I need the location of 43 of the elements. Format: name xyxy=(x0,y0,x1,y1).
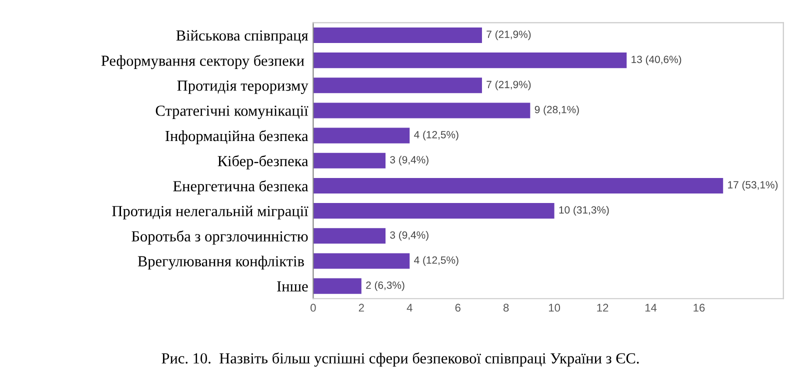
data-label: 13 (40,6%) xyxy=(632,55,682,66)
x-tick-label: 4 xyxy=(406,304,412,312)
bar xyxy=(313,27,482,43)
bar xyxy=(313,228,386,244)
bar xyxy=(313,52,627,68)
bar xyxy=(313,203,554,219)
x-tick-label: 0 xyxy=(310,304,316,312)
y-tick-label: Інформаційна безпека xyxy=(165,130,308,144)
y-tick-label: Протидія тероризму xyxy=(177,80,308,94)
bar xyxy=(313,253,410,269)
data-label: 9 (28,1%) xyxy=(534,106,579,116)
x-tick-label: 8 xyxy=(503,304,509,312)
x-tick-label: 6 xyxy=(455,304,460,312)
y-tick-label: Енергетична безпека xyxy=(173,180,308,194)
y-tick-label: Врегулювання конфліктів xyxy=(138,256,304,270)
y-tick-label: Протидія нелегальній міграції xyxy=(112,206,308,220)
data-label: 10 (31,3%) xyxy=(559,206,609,216)
data-label: 7 (21,9%) xyxy=(486,80,531,90)
x-tick-label: 12 xyxy=(597,304,608,312)
data-label: 4 (12,5%) xyxy=(414,130,458,140)
y-tick-label: Боротьба з оргзлочинністю xyxy=(132,230,308,245)
bar xyxy=(313,78,482,94)
data-label: 7 (21,9%) xyxy=(486,30,531,40)
x-tick-label: 2 xyxy=(358,304,364,312)
text: Рис. 10. Назвіть більш успішні сфери безпекової співпраці України з ЄС. xyxy=(162,352,639,367)
data-label: 2 (6,3%) xyxy=(366,281,404,291)
data-label: 4 (12,5%) xyxy=(414,256,458,266)
data-label: 3 (9,4%) xyxy=(390,231,428,241)
data-label: 17 (53,1%) xyxy=(728,180,778,191)
y-tick-label: Військова співпраця xyxy=(176,30,308,44)
x-tick-label: 16 xyxy=(694,304,705,312)
y-tick-label: Інше xyxy=(277,281,308,292)
y-tick-label: Реформування сектору безпеки xyxy=(101,54,304,70)
x-tick-label: 10 xyxy=(548,304,560,312)
bar xyxy=(313,102,530,118)
y-tick-label: Стратегічні комунікації xyxy=(156,106,308,120)
data-label: 3 (9,4%) xyxy=(390,156,428,166)
bar xyxy=(313,278,362,294)
bar xyxy=(313,128,410,144)
y-tick-label: Кібер-безпека xyxy=(218,155,308,170)
bar xyxy=(313,152,386,168)
bar xyxy=(313,178,724,194)
x-tick-label: 14 xyxy=(645,304,657,312)
